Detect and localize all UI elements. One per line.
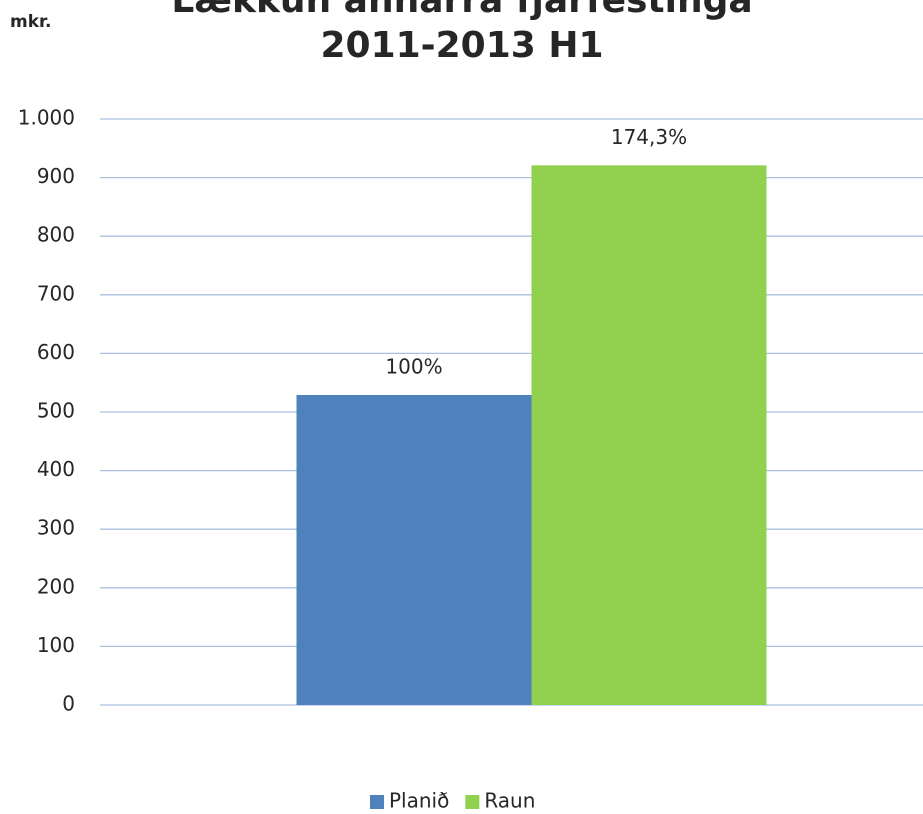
y-tick-label: 700 [37,281,75,305]
y-axis-label: mkr. [10,12,51,32]
y-tick-label: 0 [62,692,75,716]
data-label: 174,3% [611,125,687,149]
chart-title: Lækkun annarra fjárfestinga [171,0,752,21]
chart-title: 2011-2013 H1 [320,25,603,66]
y-tick-label: 500 [37,399,75,423]
y-tick-label: 400 [37,457,75,481]
legend-label: Planið [389,789,449,813]
bar [531,165,767,705]
legend-swatch [465,795,480,809]
bar [296,395,532,705]
legend-label: Raun [484,789,535,813]
y-tick-label: 900 [37,164,75,188]
y-tick-label: 800 [37,223,75,247]
y-tick-label: 600 [37,340,75,364]
y-tick-label: 300 [37,516,75,540]
y-tick-label: 200 [37,574,75,598]
y-tick-label: 100 [37,633,75,657]
y-tick-label: 1.000 [18,106,75,130]
legend-swatch [370,795,384,809]
data-label: 100% [385,355,442,379]
